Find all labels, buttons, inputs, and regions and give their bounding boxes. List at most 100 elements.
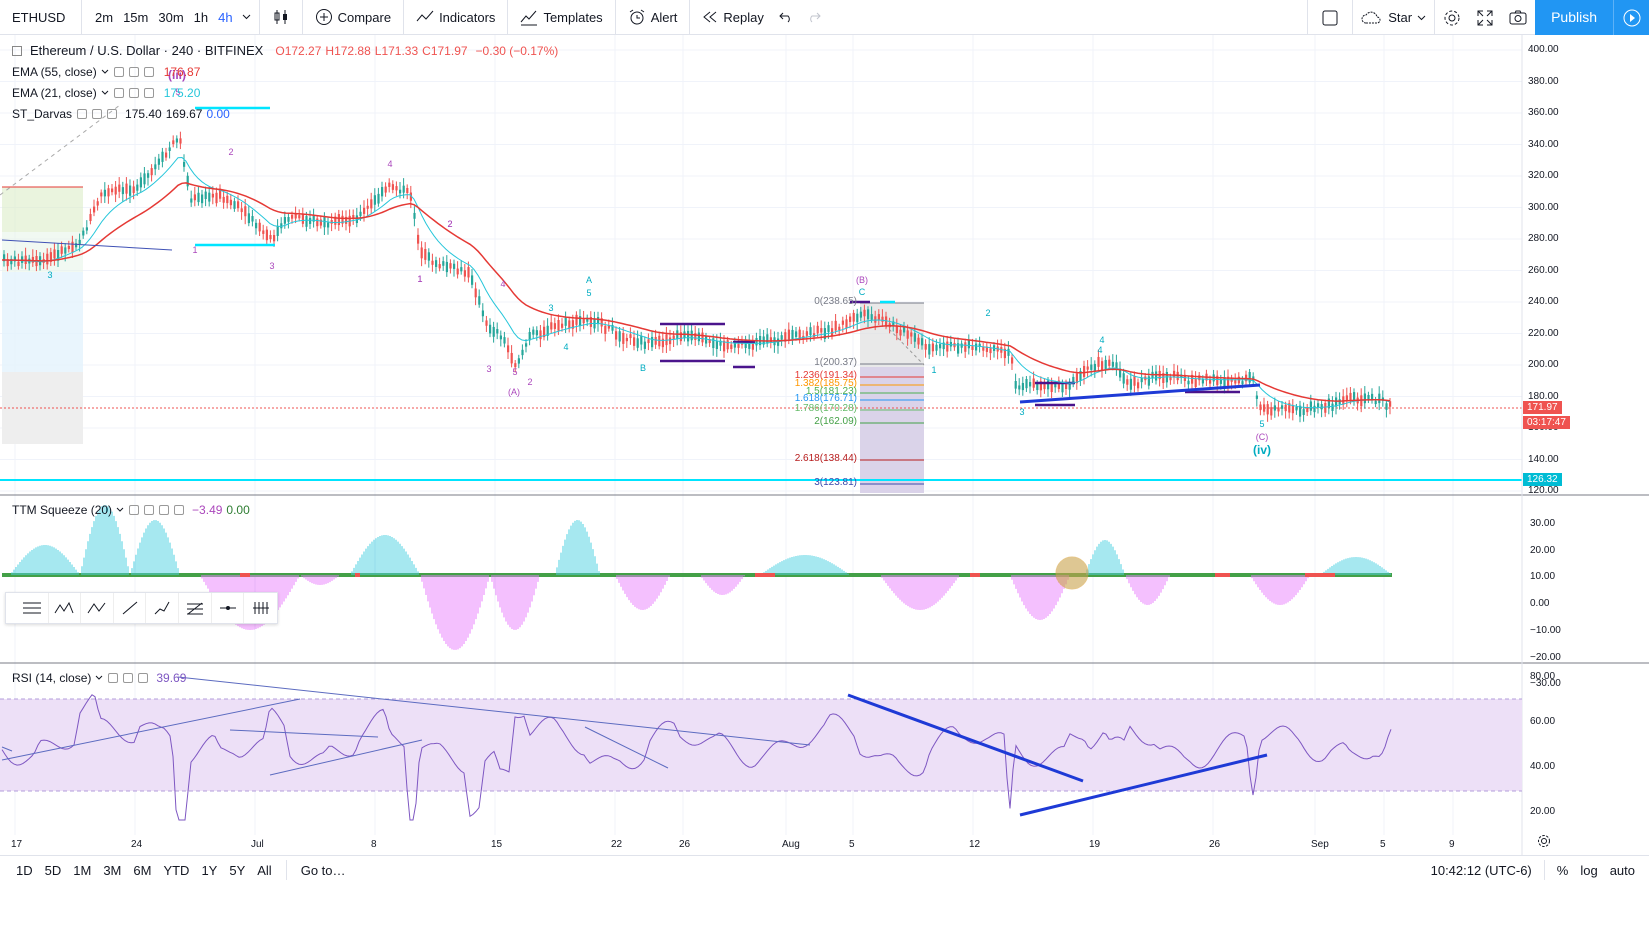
timeframe-dropdown[interactable] — [238, 0, 255, 35]
candle-body — [813, 333, 816, 337]
collapse-icon[interactable] — [12, 45, 22, 56]
chart-type-button[interactable] — [264, 0, 298, 35]
eye-icon[interactable] — [129, 505, 140, 515]
fib-tool[interactable] — [179, 593, 212, 623]
range-5d[interactable]: 5D — [44, 862, 62, 878]
candle-body — [528, 332, 531, 341]
play-button[interactable] — [1613, 0, 1649, 35]
abc-wave-tool[interactable] — [81, 593, 114, 623]
candle-body — [424, 249, 427, 260]
candle-body — [946, 341, 949, 352]
candle-body — [136, 184, 139, 191]
timeframe-4h[interactable]: 4h — [218, 9, 233, 25]
candle-body — [579, 316, 582, 327]
range-1m[interactable]: 1M — [73, 862, 92, 878]
settings-button[interactable] — [1434, 0, 1469, 35]
divider — [258, 0, 260, 35]
candle-body — [687, 330, 690, 342]
star-watchlist-button[interactable]: Star — [1352, 0, 1434, 35]
candle-body — [1302, 409, 1305, 415]
symbol-search[interactable]: ETHUSD — [0, 0, 82, 35]
candle-body — [1122, 373, 1125, 384]
fullscreen-layout-button[interactable] — [1307, 0, 1352, 35]
log-toggle[interactable]: log — [1580, 862, 1598, 878]
settings-icon[interactable] — [123, 673, 134, 683]
rsi-legend[interactable]: RSI (14, close) 39.69 — [12, 671, 186, 685]
toolbar-right: Star Publish — [1307, 0, 1649, 35]
lines-tool[interactable] — [16, 593, 49, 623]
candle-body — [737, 343, 740, 348]
ema55-legend[interactable]: EMA (55, close) 176.87 — [12, 65, 200, 79]
play-circle-icon — [1623, 9, 1640, 26]
candle-body — [118, 184, 121, 192]
candle-body — [157, 158, 160, 165]
price-tick-label: 340.00 — [1528, 138, 1559, 150]
more-icon[interactable] — [174, 505, 185, 515]
candle-body — [395, 186, 398, 191]
darvas-legend[interactable]: ST_Darvas 175.40 169.67 0.00 — [12, 107, 230, 121]
range-6m[interactable]: 6M — [133, 862, 152, 878]
ema21-legend[interactable]: EMA (21, close) 175.20 — [12, 86, 200, 100]
trend-line-tool[interactable] — [114, 593, 147, 623]
candle-body — [859, 311, 862, 318]
eye-icon[interactable] — [77, 109, 88, 119]
elliott-wave-tool[interactable] — [49, 593, 82, 623]
alert-button[interactable]: Alert — [620, 0, 686, 35]
range-1d[interactable]: 1D — [16, 862, 33, 878]
path-icon — [154, 601, 170, 615]
fib-level-label: 2(162.09) — [814, 416, 857, 427]
range-5y[interactable]: 5Y — [229, 862, 246, 878]
replay-button[interactable]: Replay — [694, 0, 771, 35]
close-icon[interactable] — [143, 88, 154, 98]
candle-body — [93, 206, 96, 213]
candle-body — [928, 344, 931, 355]
settings-icon[interactable] — [128, 67, 139, 77]
percent-toggle[interactable]: % — [1556, 862, 1569, 878]
indicators-button[interactable]: Indicators — [408, 0, 503, 35]
timeframe-15m[interactable]: 15m — [123, 9, 149, 25]
publish-button[interactable]: Publish — [1535, 0, 1613, 35]
close-icon[interactable] — [107, 109, 118, 119]
eye-icon[interactable] — [108, 673, 119, 683]
candle-body — [359, 211, 362, 217]
time-tick-label: 17 — [11, 839, 23, 850]
range-ytd[interactable]: YTD — [163, 862, 190, 878]
timeframe-30m[interactable]: 30m — [158, 9, 184, 25]
timeframe-1h[interactable]: 1h — [193, 9, 209, 25]
range-3m[interactable]: 3M — [103, 862, 122, 878]
close-icon[interactable] — [159, 505, 170, 515]
time-tick-label: Sep — [1311, 839, 1329, 850]
close-icon[interactable] — [143, 67, 154, 77]
clock[interactable]: 10:42:12 (UTC-6) — [1430, 862, 1532, 878]
auto-toggle[interactable]: auto — [1609, 862, 1635, 878]
timeframe-2m[interactable]: 2m — [95, 9, 114, 25]
settings-icon[interactable] — [92, 109, 103, 119]
rewind-icon — [703, 11, 717, 23]
ttm-label: TTM Squeeze (20) — [12, 503, 113, 517]
redo-button[interactable] — [800, 0, 828, 35]
eye-icon[interactable] — [113, 88, 124, 98]
snapshot-button[interactable] — [1501, 0, 1535, 35]
chevron-down-icon — [242, 14, 250, 20]
templates-button[interactable]: Templates — [512, 0, 610, 35]
horizontal-ray-tool[interactable] — [212, 593, 245, 623]
settings-icon[interactable] — [144, 505, 155, 515]
ttm-legend[interactable]: TTM Squeeze (20) −3.49 0.00 — [12, 503, 250, 517]
undo-button[interactable] — [772, 0, 800, 35]
close-icon[interactable] — [138, 673, 149, 683]
candle-body — [1050, 381, 1053, 393]
path-tool[interactable] — [146, 593, 180, 623]
chart-settings-gear[interactable] — [1537, 834, 1551, 851]
compare-button[interactable]: Compare — [307, 0, 399, 35]
fullscreen-button[interactable] — [1469, 0, 1501, 35]
goto-button[interactable]: Go to… — [300, 862, 346, 878]
range-1y[interactable]: 1Y — [201, 862, 218, 878]
vertical-lines-tool[interactable] — [244, 593, 277, 623]
candle-body — [1101, 361, 1104, 371]
drag-handle[interactable] — [6, 593, 16, 623]
range-all[interactable]: All — [257, 862, 272, 878]
settings-icon[interactable] — [128, 88, 139, 98]
eye-icon[interactable] — [113, 67, 124, 77]
candle-body — [255, 222, 258, 229]
